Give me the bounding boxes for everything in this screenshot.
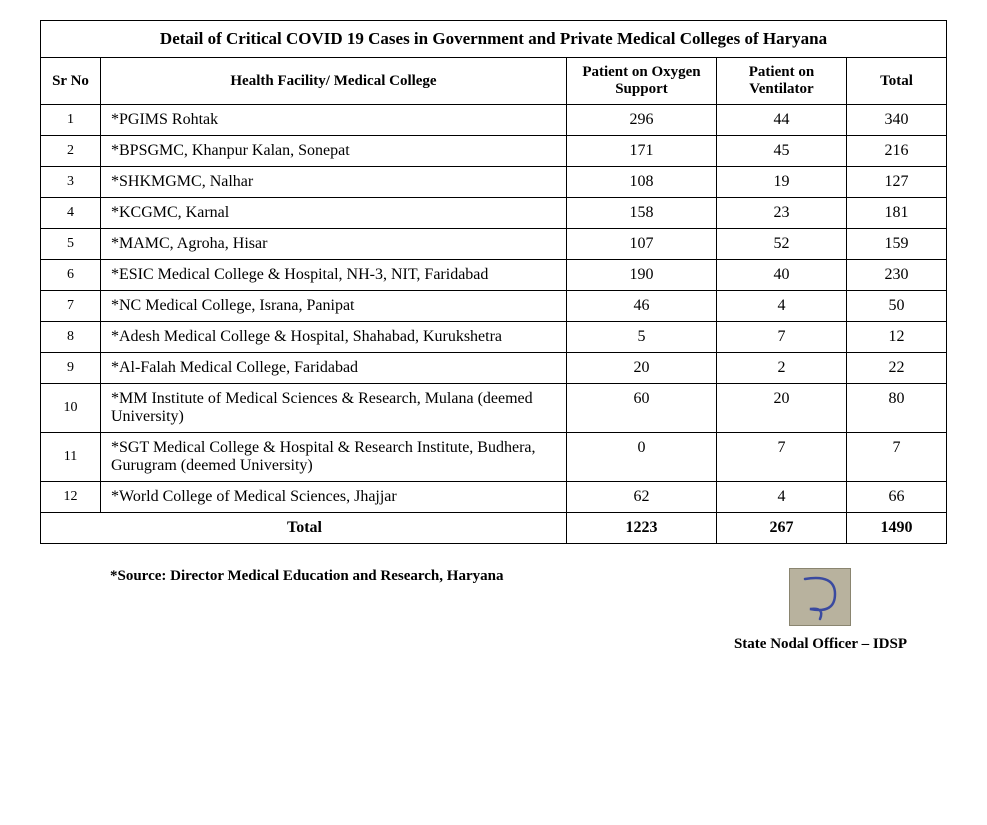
cell-facility: *PGIMS Rohtak — [101, 105, 567, 136]
table-title: Detail of Critical COVID 19 Cases in Gov… — [41, 21, 947, 58]
col-header-ventilator: Patient on Ventilator — [716, 58, 846, 105]
cell-facility: *SGT Medical College & Hospital & Resear… — [101, 433, 567, 482]
total-total: 1490 — [846, 513, 946, 544]
cell-facility: *Adesh Medical College & Hospital, Shaha… — [101, 322, 567, 353]
cell-facility: *MAMC, Agroha, Hisar — [101, 229, 567, 260]
cell-oxygen: 62 — [566, 482, 716, 513]
table-row: 4*KCGMC, Karnal15823181 — [41, 198, 947, 229]
footer: *Source: Director Medical Education and … — [40, 568, 947, 653]
cell-ventilator: 20 — [716, 384, 846, 433]
cell-sr: 3 — [41, 167, 101, 198]
cell-sr: 8 — [41, 322, 101, 353]
cell-oxygen: 5 — [566, 322, 716, 353]
cell-facility: *World College of Medical Sciences, Jhaj… — [101, 482, 567, 513]
cell-total: 230 — [846, 260, 946, 291]
cell-total: 66 — [846, 482, 946, 513]
source-note: *Source: Director Medical Education and … — [110, 568, 503, 585]
cell-facility: *KCGMC, Karnal — [101, 198, 567, 229]
cell-ventilator: 45 — [716, 136, 846, 167]
cell-sr: 11 — [41, 433, 101, 482]
cell-ventilator: 19 — [716, 167, 846, 198]
cell-sr: 12 — [41, 482, 101, 513]
table-row: 10*MM Institute of Medical Sciences & Re… — [41, 384, 947, 433]
col-header-sr: Sr No — [41, 58, 101, 105]
cell-facility: *NC Medical College, Israna, Panipat — [101, 291, 567, 322]
cell-total: 80 — [846, 384, 946, 433]
total-oxygen: 1223 — [566, 513, 716, 544]
cell-total: 216 — [846, 136, 946, 167]
table-row: 2*BPSGMC, Khanpur Kalan, Sonepat17145216 — [41, 136, 947, 167]
cell-ventilator: 52 — [716, 229, 846, 260]
total-label: Total — [41, 513, 567, 544]
cell-oxygen: 158 — [566, 198, 716, 229]
cell-sr: 4 — [41, 198, 101, 229]
cell-oxygen: 171 — [566, 136, 716, 167]
cell-ventilator: 7 — [716, 433, 846, 482]
table-row: 5*MAMC, Agroha, Hisar10752159 — [41, 229, 947, 260]
cell-facility: *ESIC Medical College & Hospital, NH-3, … — [101, 260, 567, 291]
cell-sr: 1 — [41, 105, 101, 136]
table-row: 12*World College of Medical Sciences, Jh… — [41, 482, 947, 513]
col-header-facility: Health Facility/ Medical College — [101, 58, 567, 105]
cell-ventilator: 7 — [716, 322, 846, 353]
cell-total: 127 — [846, 167, 946, 198]
cell-oxygen: 107 — [566, 229, 716, 260]
cell-facility: *Al-Falah Medical College, Faridabad — [101, 353, 567, 384]
table-row: 8*Adesh Medical College & Hospital, Shah… — [41, 322, 947, 353]
cell-sr: 5 — [41, 229, 101, 260]
cell-facility: *MM Institute of Medical Sciences & Rese… — [101, 384, 567, 433]
cell-total: 22 — [846, 353, 946, 384]
cell-sr: 9 — [41, 353, 101, 384]
table-row: 9*Al-Falah Medical College, Faridabad202… — [41, 353, 947, 384]
cell-ventilator: 4 — [716, 482, 846, 513]
cell-total: 50 — [846, 291, 946, 322]
signatory-title: State Nodal Officer – IDSP — [734, 636, 907, 653]
cell-sr: 7 — [41, 291, 101, 322]
covid-cases-table: Detail of Critical COVID 19 Cases in Gov… — [40, 20, 947, 544]
cell-ventilator: 2 — [716, 353, 846, 384]
table-header-row: Sr No Health Facility/ Medical College P… — [41, 58, 947, 105]
table-row: 11*SGT Medical College & Hospital & Rese… — [41, 433, 947, 482]
table-title-row: Detail of Critical COVID 19 Cases in Gov… — [41, 21, 947, 58]
signature-image — [789, 568, 851, 626]
cell-ventilator: 40 — [716, 260, 846, 291]
cell-total: 12 — [846, 322, 946, 353]
cell-ventilator: 23 — [716, 198, 846, 229]
table-row: 3*SHKMGMC, Nalhar10819127 — [41, 167, 947, 198]
cell-oxygen: 60 — [566, 384, 716, 433]
cell-facility: *SHKMGMC, Nalhar — [101, 167, 567, 198]
table-row: 6*ESIC Medical College & Hospital, NH-3,… — [41, 260, 947, 291]
table-row: 7*NC Medical College, Israna, Panipat464… — [41, 291, 947, 322]
cell-total: 159 — [846, 229, 946, 260]
cell-oxygen: 296 — [566, 105, 716, 136]
cell-sr: 2 — [41, 136, 101, 167]
cell-sr: 6 — [41, 260, 101, 291]
col-header-total: Total — [846, 58, 946, 105]
cell-oxygen: 20 — [566, 353, 716, 384]
total-ventilator: 267 — [716, 513, 846, 544]
col-header-oxygen: Patient on Oxygen Support — [566, 58, 716, 105]
cell-total: 181 — [846, 198, 946, 229]
table-row: 1*PGIMS Rohtak29644340 — [41, 105, 947, 136]
cell-oxygen: 190 — [566, 260, 716, 291]
cell-oxygen: 108 — [566, 167, 716, 198]
table-total-row: Total 1223 267 1490 — [41, 513, 947, 544]
cell-total: 340 — [846, 105, 946, 136]
cell-oxygen: 0 — [566, 433, 716, 482]
cell-oxygen: 46 — [566, 291, 716, 322]
cell-total: 7 — [846, 433, 946, 482]
cell-ventilator: 44 — [716, 105, 846, 136]
signature-block: State Nodal Officer – IDSP — [734, 568, 907, 653]
cell-sr: 10 — [41, 384, 101, 433]
cell-facility: *BPSGMC, Khanpur Kalan, Sonepat — [101, 136, 567, 167]
cell-ventilator: 4 — [716, 291, 846, 322]
